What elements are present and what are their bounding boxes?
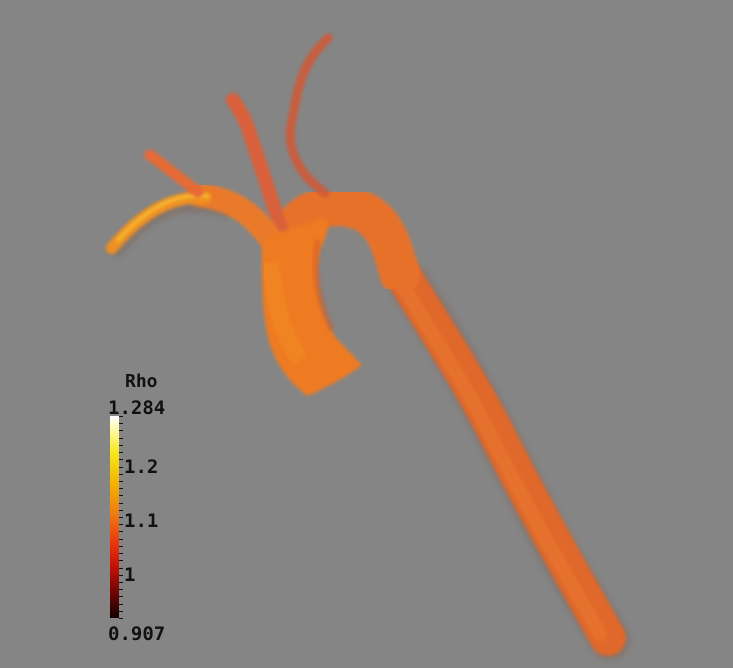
brachiocephalic-trunk <box>188 183 287 257</box>
colorbar-tick-mark <box>119 430 123 431</box>
colorbar-tick-mark <box>119 546 123 547</box>
colorbar-tick-mark <box>119 503 123 504</box>
colorbar-tick-label: 1 <box>124 564 136 586</box>
colorbar-tick-mark <box>119 445 123 446</box>
left-subclavian-artery <box>285 33 333 198</box>
colorbar-tick-mark <box>119 589 123 590</box>
aortic-arch <box>270 186 420 295</box>
colorbar-min-label: 0.907 <box>108 623 166 645</box>
colorbar-tick-mark <box>119 582 123 583</box>
colorbar-tick-mark <box>119 488 123 489</box>
colorbar-gradient <box>110 416 119 618</box>
colorbar-title: Rho <box>125 371 158 392</box>
colorbar-tick-label: 1.1 <box>124 510 159 532</box>
colorbar-tick-mark <box>119 524 123 525</box>
colorbar-tick-mark <box>119 438 123 439</box>
right-carotid-artery <box>144 149 204 198</box>
colorbar-tick-mark <box>119 539 123 540</box>
colorbar-tick-mark <box>119 560 123 561</box>
colorbar-tick-mark <box>119 416 123 417</box>
colorbar-tick-mark <box>119 618 123 619</box>
colorbar-max-label: 1.284 <box>108 397 166 419</box>
colorbar-tick-label: 1.2 <box>124 456 159 478</box>
colorbar-tick-mark <box>119 604 123 605</box>
colorbar-tick-mark <box>119 467 123 468</box>
colorbar-tick-mark <box>119 452 123 453</box>
colorbar-legend: Rho 1.284 1.2 1.1 1 0.907 <box>108 370 198 650</box>
colorbar-tick-mark <box>119 517 123 518</box>
colorbar-tick-mark <box>119 495 123 496</box>
colorbar-tick-mark <box>119 596 123 597</box>
colorbar-tick-mark <box>119 531 123 532</box>
colorbar-tick-mark <box>119 510 123 511</box>
colorbar-tick-mark <box>119 568 123 569</box>
colorbar-tick-mark <box>119 575 123 576</box>
left-carotid-artery <box>226 93 289 239</box>
colorbar-tick-mark <box>119 481 123 482</box>
colorbar-tick-mark <box>119 459 123 460</box>
colorbar-tick-mark <box>119 423 123 424</box>
colorbar-tick-mark <box>119 611 123 612</box>
colorbar-tick-mark <box>119 553 123 554</box>
colorbar-tick-mark <box>119 474 123 475</box>
